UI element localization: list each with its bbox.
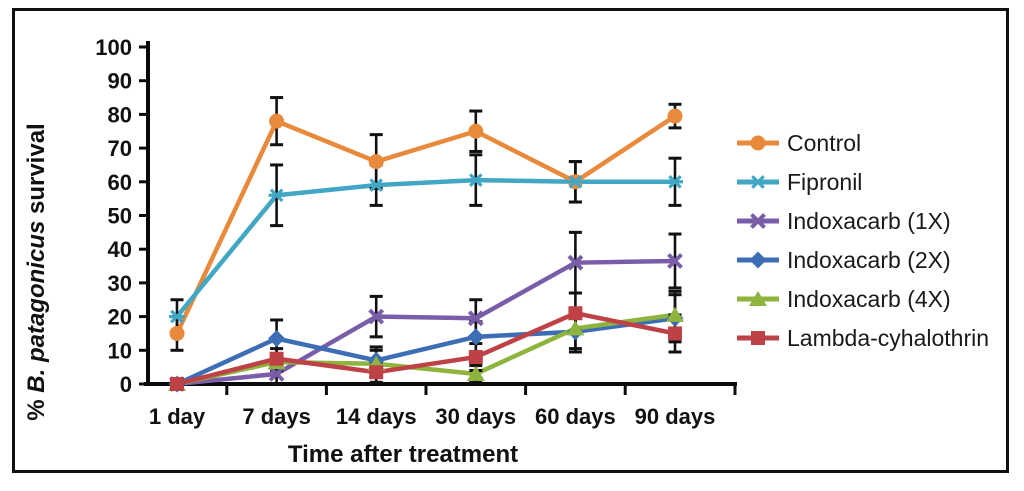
legend-label: Indoxacarb (1X): [787, 207, 951, 234]
y-axis-title: % B. patagonicus survival: [23, 123, 50, 420]
legend-label: Fipronil: [787, 168, 863, 195]
legend-item-indoxacarb-1x: Indoxacarb (1X): [735, 207, 989, 235]
y-tick-label: 40: [108, 237, 132, 262]
y-axis-title-prefix: %: [23, 393, 50, 421]
y-tick-label: 100: [95, 35, 132, 60]
error-bars: [170, 96, 682, 386]
x-axis-title: Time after treatment: [288, 441, 518, 468]
legend-item-control: Control: [735, 129, 989, 157]
legend-item-indoxacarb-4x: Indoxacarb (4X): [735, 285, 989, 313]
y-axis-title-suffix: survival: [23, 123, 50, 220]
series-line-lambda-cyhalothrin: [176, 310, 676, 387]
x-tick-label: 14 days: [336, 404, 417, 429]
series-line-control: [174, 114, 677, 335]
legend: Control Fipronil Indoxacarb (1X) Indoxac…: [735, 129, 989, 352]
legend-item-lambda-cyhalothrin: Lambda-cyhalothrin: [735, 324, 989, 352]
series-lines: [174, 114, 677, 387]
series-line-indoxacarb-2x-: [176, 316, 676, 387]
y-tick-label: 30: [108, 271, 132, 296]
indoxacarb-1x-x-marker-icon: [737, 213, 779, 229]
figure-border: [12, 8, 1009, 473]
series-line-indoxacarb-1x-: [176, 258, 676, 387]
fipronil-star-marker-icon: [737, 175, 779, 189]
x-tick-label: 60 days: [535, 404, 616, 429]
legend-item-fipronil: Fipronil: [735, 168, 989, 196]
indoxacarb-4x-triangle-marker-icon: [737, 291, 779, 306]
y-tick-label: 80: [108, 102, 132, 127]
y-tick-label: 0: [120, 372, 132, 397]
x-tick-label: 30 days: [435, 404, 516, 429]
series-line-fipronil: [175, 177, 675, 319]
legend-label: Control: [787, 129, 862, 156]
series-line-indoxacarb-4x-: [176, 312, 676, 387]
axes: 0 10 20 30 40 50 60 70 80 90 100 1 day 7 days 14 days…: [95, 35, 737, 429]
x-tick-label: 90 days: [635, 404, 716, 429]
y-tick-label: 60: [108, 170, 132, 195]
indoxacarb-2x-diamond-marker-icon: [737, 251, 779, 269]
legend-label: Lambda-cyhalothrin: [787, 324, 990, 351]
legend-label: Indoxacarb (2X): [787, 246, 951, 273]
y-tick-label: 50: [108, 204, 132, 229]
y-axis-title-species: B. patagonicus: [23, 221, 50, 393]
plot-area: 0 10 20 30 40 50 60 70 80 90 100 1 day 7 days 14 days…: [95, 35, 737, 429]
x-tick-label: 1 day: [149, 404, 206, 429]
y-tick-label: 90: [108, 69, 132, 94]
x-tick-label: 7 days: [242, 404, 311, 429]
control-circle-marker-icon: [737, 135, 779, 151]
series-markers: [168, 108, 684, 393]
lambda-cyhalothrin-square-marker-icon: [737, 331, 779, 345]
legend-label: Indoxacarb (4X): [787, 285, 951, 312]
y-tick-label: 10: [108, 338, 132, 363]
legend-item-indoxacarb-2x: Indoxacarb (2X): [735, 246, 989, 274]
y-tick-label: 70: [108, 136, 132, 161]
y-tick-label: 20: [108, 305, 132, 330]
